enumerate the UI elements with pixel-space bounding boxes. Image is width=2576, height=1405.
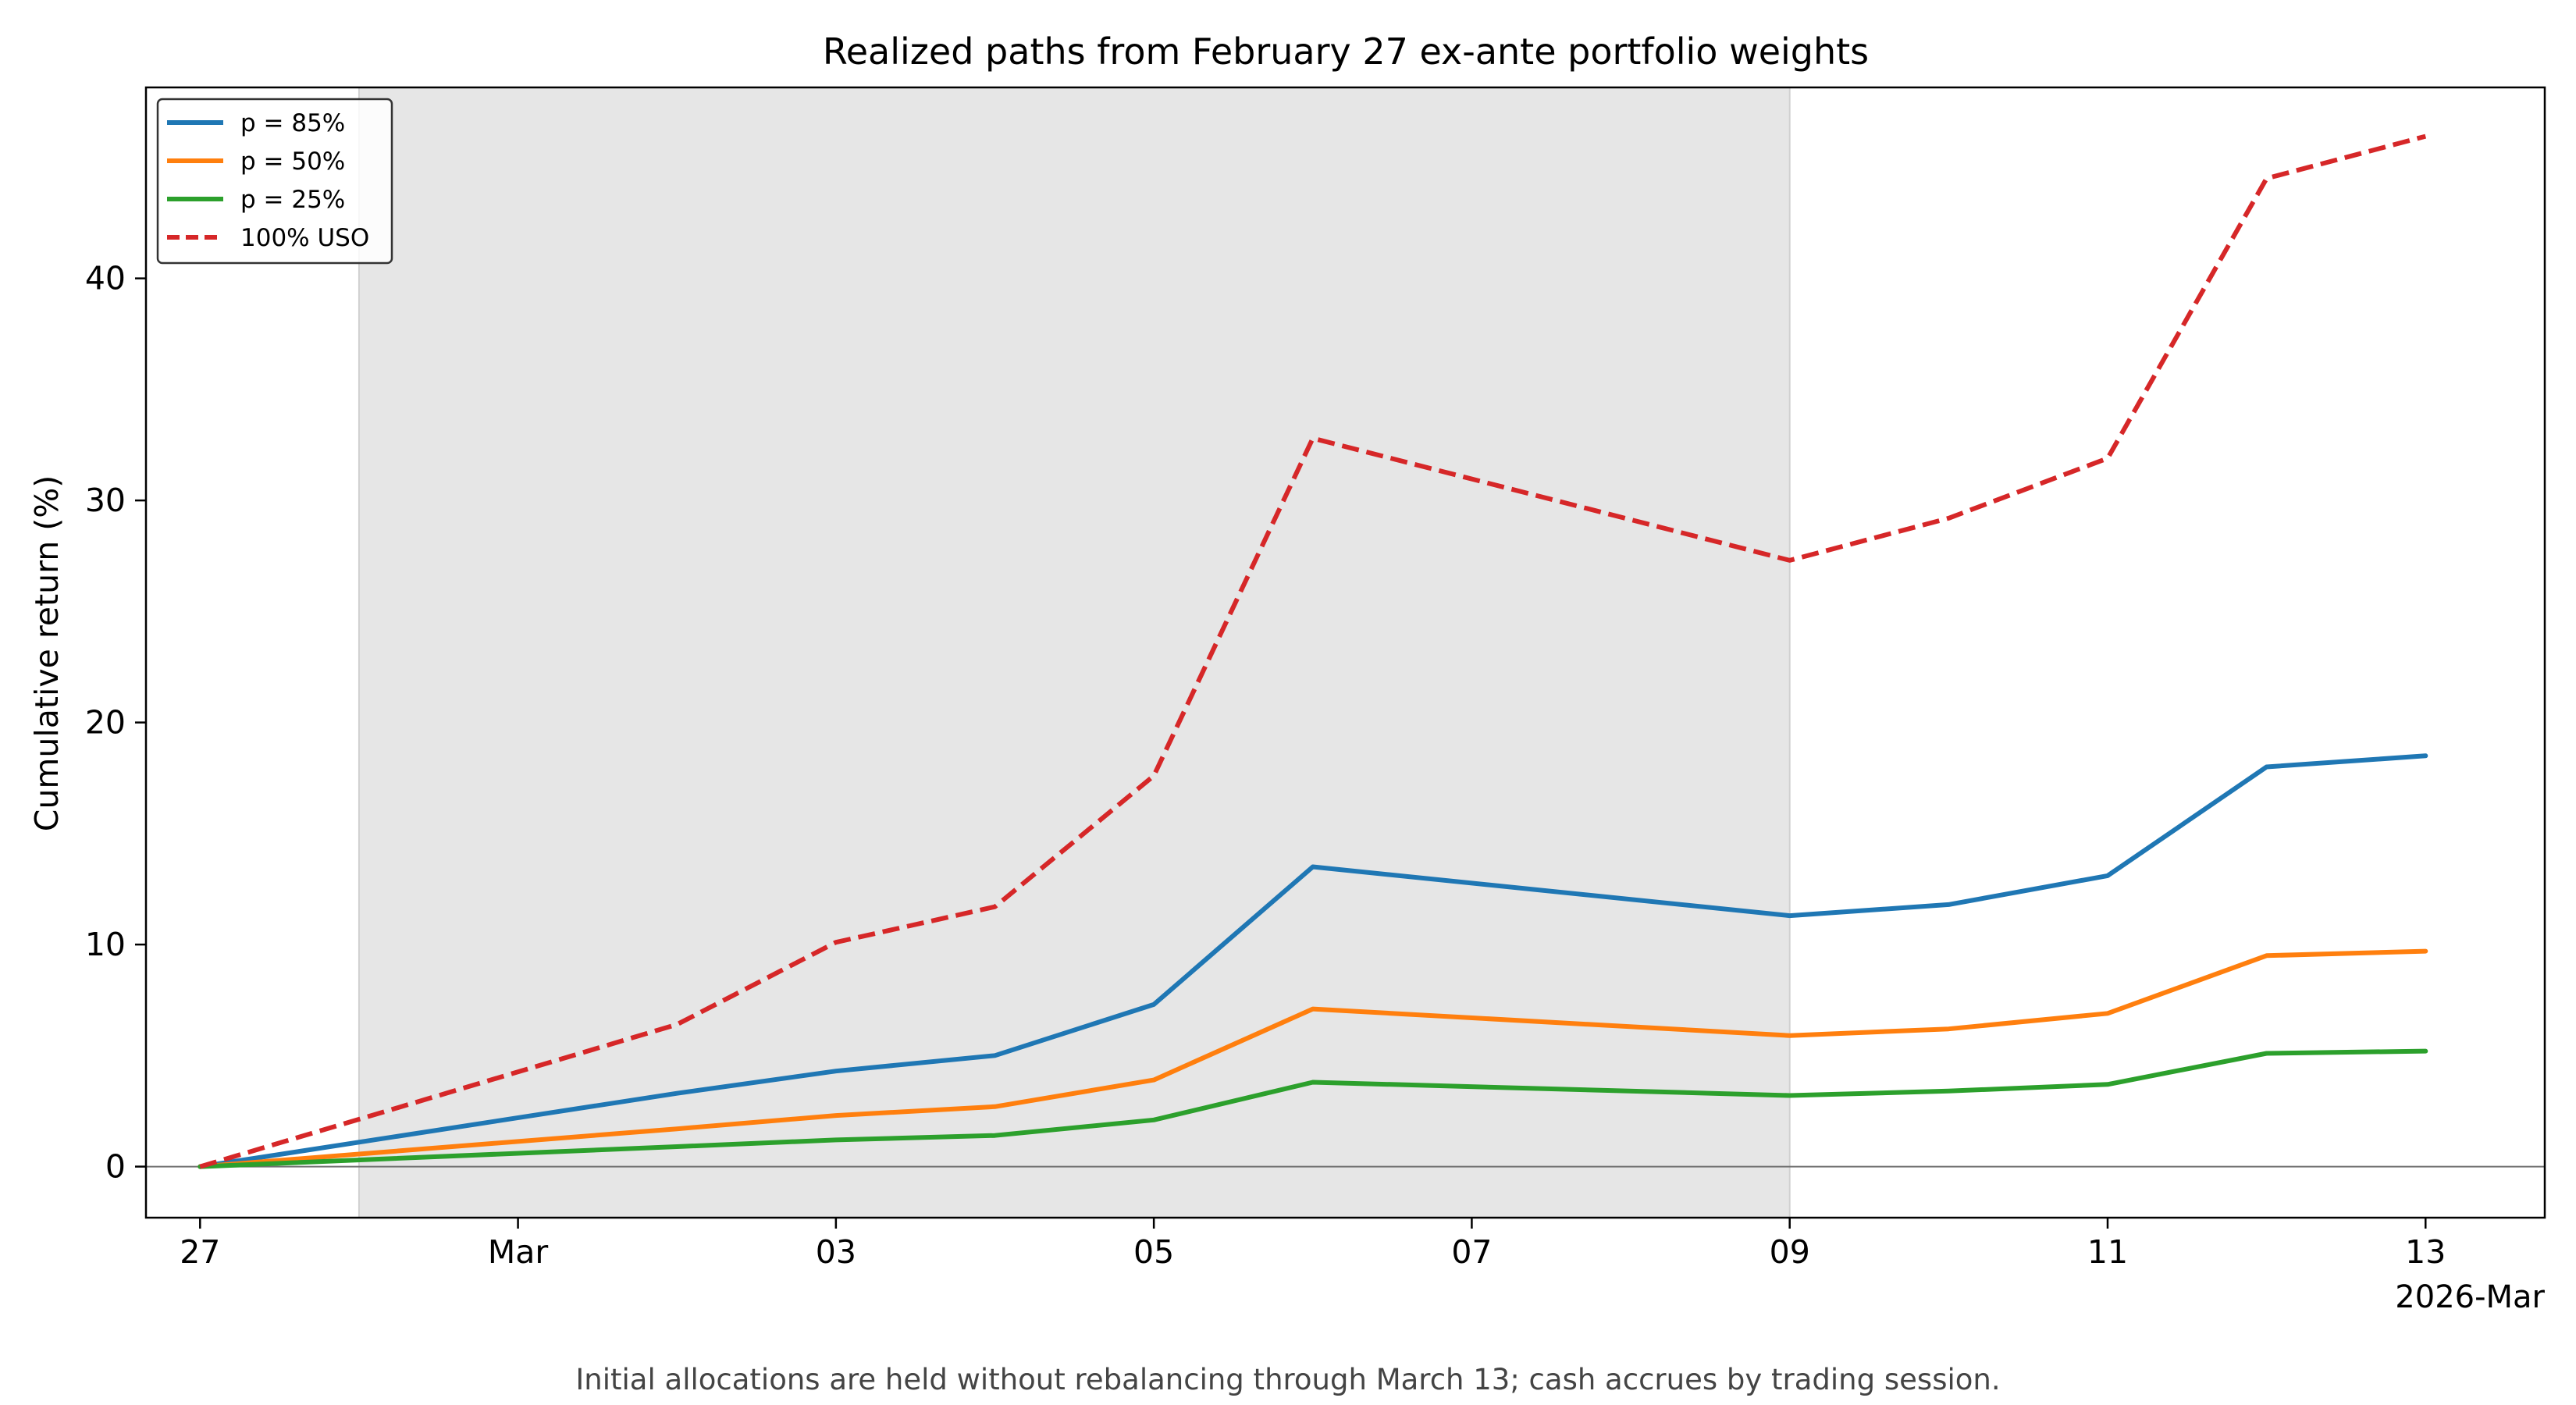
y-tick-label: 20 bbox=[85, 704, 126, 742]
x-tick-label: 13 bbox=[2405, 1233, 2446, 1271]
x-tick-label: 07 bbox=[1451, 1233, 1492, 1271]
y-axis-label: Cumulative return (%) bbox=[28, 475, 66, 831]
chart-title: Realized paths from February 27 ex-ante … bbox=[823, 30, 1869, 73]
shaded-region bbox=[358, 87, 1790, 1218]
y-tick-label: 0 bbox=[105, 1148, 126, 1186]
legend-label: p = 85% bbox=[240, 109, 345, 137]
series-line-0 bbox=[197, 753, 2428, 1169]
legend: p = 85% p = 50% p = 25% 100% USO bbox=[156, 98, 393, 265]
x-tick-label: 27 bbox=[180, 1233, 220, 1271]
y-tick-label: 10 bbox=[85, 926, 126, 963]
x-tick-label: 05 bbox=[1133, 1233, 1174, 1271]
x-tick-label: 03 bbox=[816, 1233, 856, 1271]
plot-frame bbox=[144, 86, 2546, 1219]
legend-label: p = 25% bbox=[240, 186, 345, 214]
legend-label: 100% USO bbox=[240, 224, 369, 252]
series-line-1 bbox=[197, 948, 2428, 1169]
x-axis-offset-label: 2026-Mar bbox=[2395, 1279, 2545, 1315]
chart-caption: Initial allocations are held without reb… bbox=[575, 1363, 2000, 1396]
x-tick-label: 11 bbox=[2087, 1233, 2128, 1271]
series-line-3 bbox=[199, 133, 2427, 1169]
y-tick-label: 40 bbox=[85, 260, 126, 297]
legend-label: p = 50% bbox=[240, 148, 345, 176]
y-tick-label: 30 bbox=[85, 482, 126, 519]
legend-box bbox=[156, 98, 393, 265]
series-line-2 bbox=[197, 1048, 2428, 1169]
x-tick-label: 09 bbox=[1770, 1233, 1810, 1271]
x-tick-label: Mar bbox=[488, 1233, 548, 1271]
